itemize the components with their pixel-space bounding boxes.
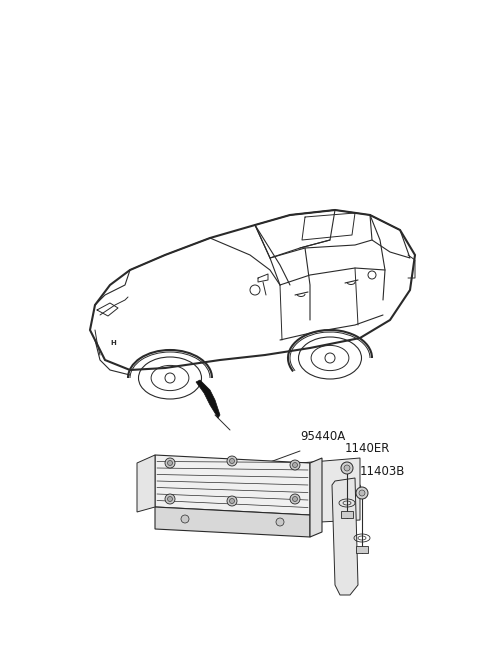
Circle shape: [227, 456, 237, 466]
Polygon shape: [196, 380, 220, 418]
Circle shape: [181, 515, 189, 523]
Circle shape: [229, 458, 235, 464]
Circle shape: [290, 494, 300, 504]
Circle shape: [292, 496, 298, 502]
Circle shape: [325, 353, 335, 363]
Polygon shape: [300, 458, 360, 523]
FancyBboxPatch shape: [341, 511, 353, 518]
Polygon shape: [155, 455, 310, 515]
Circle shape: [359, 490, 365, 496]
Circle shape: [290, 460, 300, 470]
Circle shape: [344, 465, 350, 471]
Circle shape: [341, 462, 353, 474]
Text: 1140ER: 1140ER: [345, 442, 390, 455]
Circle shape: [165, 494, 175, 504]
Polygon shape: [310, 458, 322, 537]
Circle shape: [368, 271, 376, 279]
Circle shape: [165, 373, 175, 383]
Text: 11403B: 11403B: [360, 465, 406, 478]
Circle shape: [356, 487, 368, 499]
Circle shape: [229, 498, 235, 504]
Polygon shape: [332, 478, 358, 595]
Text: 95440A: 95440A: [300, 430, 345, 443]
Polygon shape: [155, 507, 310, 537]
Circle shape: [168, 496, 172, 502]
Text: H: H: [110, 340, 116, 346]
Polygon shape: [137, 455, 155, 512]
Circle shape: [227, 496, 237, 506]
Polygon shape: [90, 210, 415, 370]
Circle shape: [168, 460, 172, 466]
Circle shape: [276, 518, 284, 526]
FancyBboxPatch shape: [356, 546, 368, 553]
Circle shape: [292, 462, 298, 468]
Circle shape: [165, 458, 175, 468]
Circle shape: [250, 285, 260, 295]
